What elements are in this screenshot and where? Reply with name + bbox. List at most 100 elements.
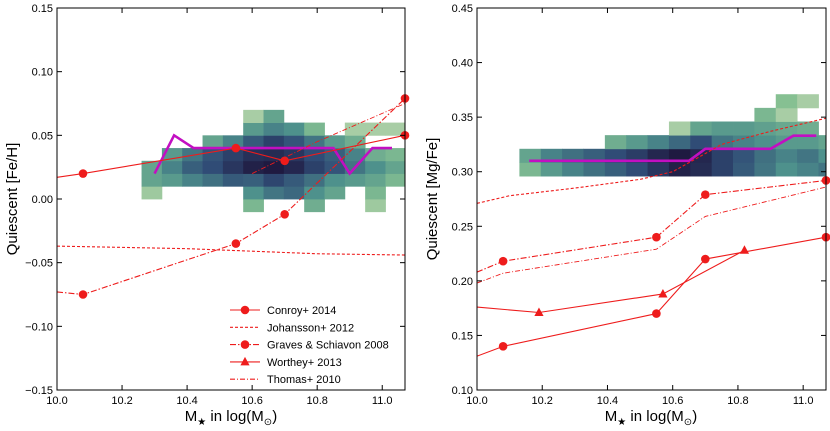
data-point-marker (78, 169, 88, 178)
y-tick-label: 0.25 (452, 221, 473, 233)
heatmap-cell (202, 160, 224, 174)
heatmap-cell (263, 109, 285, 123)
data-point-marker (498, 256, 508, 266)
thomas-2010-line (477, 186, 826, 284)
heatmap-cell (324, 135, 346, 149)
heatmap-cell (222, 160, 244, 174)
legend-label: Conroy+ 2014 (267, 305, 336, 317)
heatmap-cell (647, 162, 670, 177)
data-point-marker (498, 342, 508, 351)
heatmap-cell (797, 94, 819, 109)
johansson-2012-line (477, 117, 826, 204)
heatmap-cell (385, 173, 405, 187)
heatmap-cell (243, 109, 264, 123)
heatmap-cell (647, 148, 670, 163)
heatmap-cell (647, 135, 670, 150)
heatmap-cell (775, 135, 798, 150)
data-point-marker (78, 290, 88, 299)
heatmap-cell (385, 160, 405, 174)
left-x-axis-label: M★ in log(M⊙) (185, 408, 277, 428)
x-tick-label: 10.8 (306, 395, 327, 407)
legend-marker (240, 340, 250, 349)
data-point-marker (652, 232, 661, 242)
heatmap-cell (243, 186, 264, 200)
x-tick-label: 10.6 (662, 395, 683, 407)
heatmap-cell (283, 173, 305, 187)
heatmap-cell (690, 121, 713, 136)
heatmap-cell (283, 135, 305, 149)
y-tick-label: 0.00 (32, 194, 53, 206)
left-heatmap (141, 109, 405, 213)
x-tick-label: 10.0 (466, 395, 487, 407)
heatmap-cell (304, 186, 325, 200)
heatmap-cell (668, 121, 691, 136)
y-tick-label: 0.10 (32, 67, 53, 79)
heatmap-cell (243, 199, 264, 213)
heatmap-cell (263, 135, 285, 149)
data-point-marker (231, 239, 241, 248)
heatmap-cell (668, 135, 691, 150)
heatmap-cell (711, 121, 734, 136)
heatmap-cell (754, 162, 777, 177)
left-panel: 10.0 10.2 10.4 10.6 10.8 11.0 −0.15 −0.10 −0.05 0… (4, 3, 410, 428)
x-tick-label: 10.4 (597, 395, 618, 407)
heatmap-cell (733, 162, 755, 177)
heatmap-cell (141, 173, 163, 187)
heatmap-cell (365, 173, 386, 187)
y-tick-label: −0.05 (25, 258, 53, 270)
heatmap-cell (754, 135, 777, 150)
heatmap-cell (540, 162, 563, 177)
heatmap-cell (626, 148, 648, 163)
y-tick-label: −0.10 (25, 321, 53, 333)
right-y-axis-label: Quiescent [Mg/Fe] (424, 138, 441, 261)
legend-label: Worthey+ 2013 (267, 357, 342, 369)
worthey-2013-line (477, 249, 745, 314)
heatmap-cell (540, 148, 563, 163)
heatmap-cell (304, 122, 325, 136)
heatmap-cell (604, 162, 627, 177)
heatmap-cell (283, 122, 305, 136)
heatmap-cell (324, 186, 346, 200)
heatmap-cell (797, 148, 819, 163)
x-tick-label: 10.2 (111, 395, 132, 407)
data-point-marker (280, 156, 289, 166)
heatmap-cell (385, 148, 405, 162)
left-legend: Conroy+ 2014 Johansson+ 2012 Graves & Schi… (230, 305, 389, 386)
x-tick-label: 10.8 (727, 395, 748, 407)
y-tick-label: 0.20 (452, 276, 473, 288)
heatmap-cell (365, 199, 386, 213)
y-tick-label: 0.30 (452, 167, 473, 179)
heatmap-cell (344, 173, 366, 187)
right-axes-frame (476, 7, 827, 391)
heatmap-cell (583, 162, 606, 177)
heatmap-cell (604, 135, 627, 150)
heatmap-cell (182, 148, 203, 162)
heatmap-cell (182, 160, 203, 174)
right-heatmap (519, 94, 826, 177)
heatmap-cell (263, 160, 285, 174)
right-x-axis-label: M★ in log(M⊙) (605, 408, 697, 428)
heatmap-cell (519, 148, 542, 163)
y-tick-label: 0.40 (452, 58, 473, 70)
left-ticks: 10.0 10.2 10.4 10.6 10.8 11.0 −0.15 −0.10 −0.05 0… (25, 3, 405, 407)
heatmap-cell (818, 162, 826, 177)
heatmap-cell (775, 121, 798, 136)
heatmap-cell (202, 173, 224, 187)
heatmap-cell (562, 148, 584, 163)
heatmap-cell (283, 160, 305, 174)
heatmap-cell (304, 160, 325, 174)
heatmap-cell (775, 107, 798, 122)
heatmap-cell (519, 162, 542, 177)
heatmap-cell (365, 186, 386, 200)
heatmap-cell (243, 135, 264, 149)
heatmap-cell (243, 160, 264, 174)
x-tick-label: 10.0 (46, 395, 67, 407)
heatmap-cell (161, 160, 183, 174)
heatmap-cell (775, 148, 798, 163)
legend-label: Thomas+ 2010 (267, 374, 341, 386)
heatmap-cell (161, 173, 183, 187)
data-point-marker (701, 190, 710, 199)
heatmap-cell (754, 107, 777, 122)
right-series-markers (498, 176, 830, 351)
